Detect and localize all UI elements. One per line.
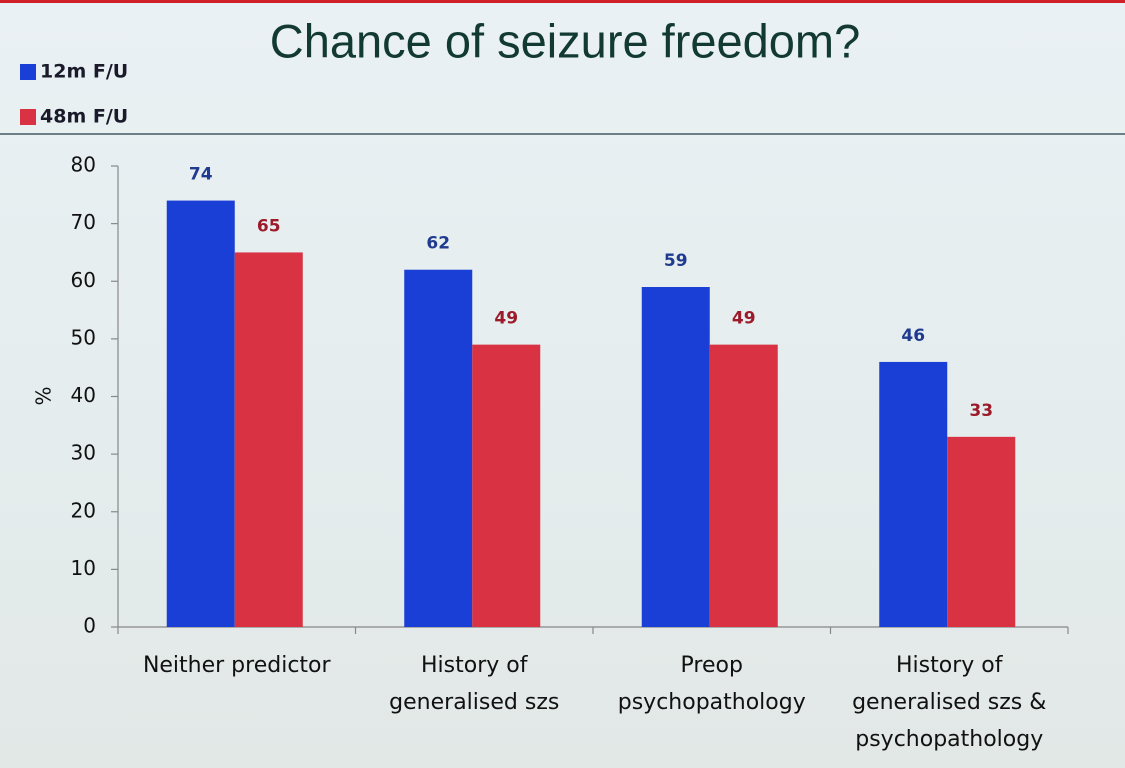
value-label: 33 bbox=[969, 401, 993, 421]
y-tick-label: 80 bbox=[71, 153, 96, 177]
value-label: 49 bbox=[732, 309, 756, 329]
top-rule bbox=[0, 0, 1125, 3]
value-label: 59 bbox=[664, 251, 688, 271]
x-tick-label: History of generalised szs bbox=[389, 653, 560, 715]
bar bbox=[166, 200, 235, 627]
y-tick-label: 60 bbox=[71, 268, 96, 292]
value-label: 46 bbox=[901, 326, 925, 346]
value-label: 62 bbox=[426, 234, 450, 254]
x-tick-label: Preop psychopathology bbox=[617, 653, 806, 715]
bar bbox=[234, 252, 303, 627]
y-axis-label: % bbox=[32, 386, 56, 405]
x-tick-label: History of generalised szs & psychopatho… bbox=[852, 653, 1047, 752]
legend-swatch bbox=[20, 109, 36, 125]
legend-swatch bbox=[20, 64, 36, 80]
legend-label: 12m F/U bbox=[40, 61, 128, 83]
bar bbox=[879, 361, 948, 627]
value-label: 49 bbox=[494, 309, 518, 329]
y-tick-label: 20 bbox=[71, 498, 96, 522]
bar bbox=[472, 344, 541, 627]
y-tick-label: 0 bbox=[83, 614, 96, 638]
bar bbox=[947, 436, 1016, 627]
y-tick-label: 40 bbox=[71, 383, 96, 407]
y-tick-label: 50 bbox=[71, 325, 96, 349]
value-label: 74 bbox=[189, 165, 213, 185]
bar bbox=[404, 269, 473, 627]
x-tick-label: Neither predictor bbox=[142, 653, 331, 678]
y-tick-label: 70 bbox=[71, 210, 96, 234]
chart-title: Chance of seizure freedom? bbox=[270, 14, 860, 67]
legend-label: 48m F/U bbox=[40, 106, 128, 128]
y-tick-label: 30 bbox=[71, 441, 96, 465]
value-label: 65 bbox=[257, 216, 281, 236]
y-tick-label: 10 bbox=[71, 556, 96, 580]
bar bbox=[709, 344, 778, 627]
bar bbox=[641, 287, 710, 627]
